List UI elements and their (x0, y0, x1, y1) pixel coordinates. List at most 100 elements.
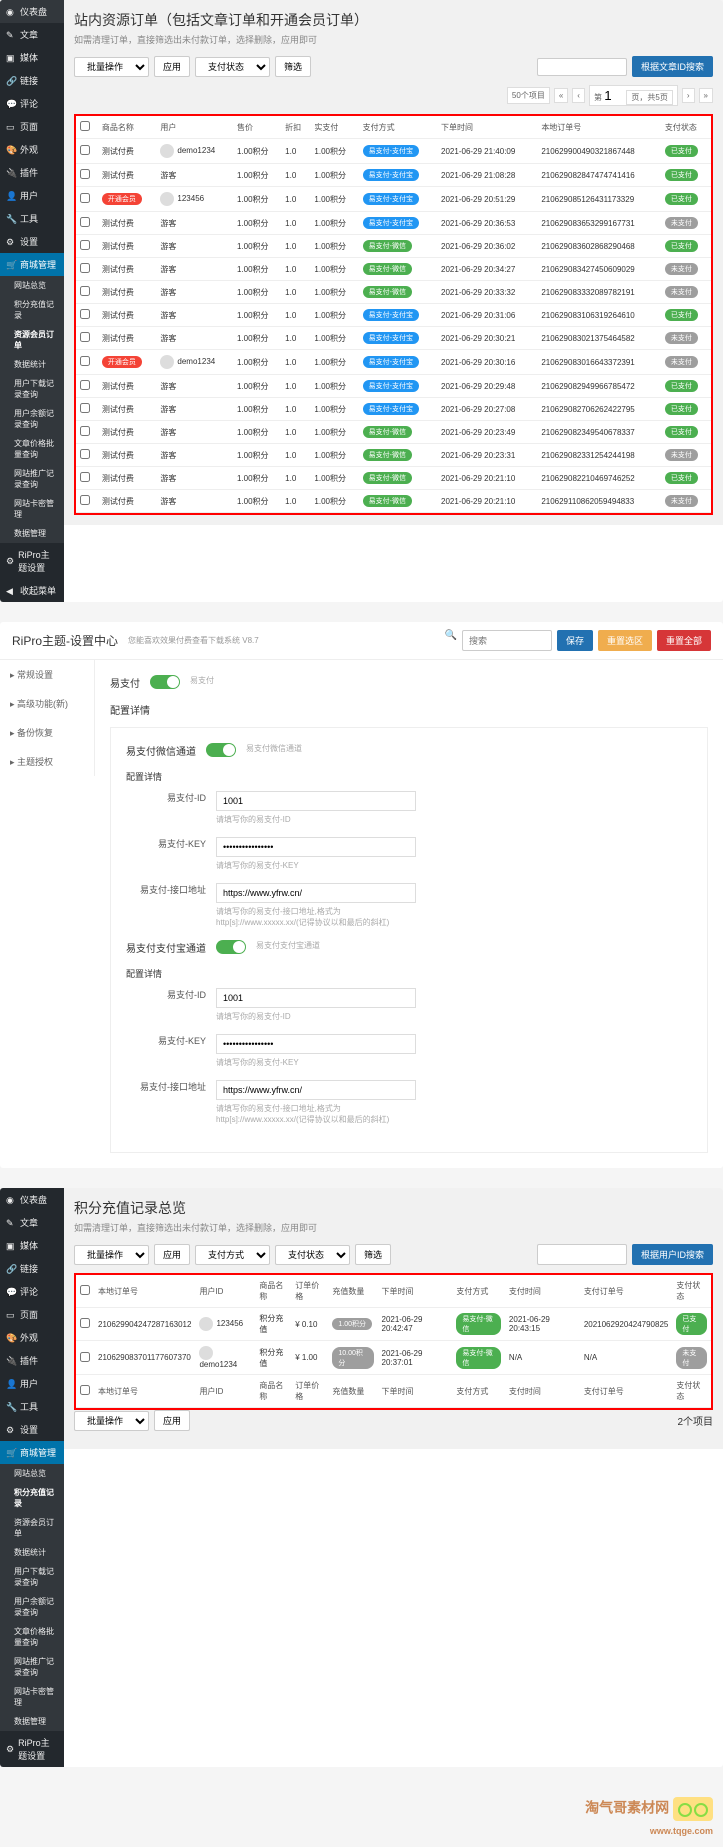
sidebar-sub-item[interactable]: 用户下载记录查询 (0, 374, 64, 404)
sidebar-item[interactable]: 🔗链接 (0, 1257, 64, 1280)
ripro-settings[interactable]: ⚙RiPro主题设置 (0, 543, 64, 579)
shop-menu-3[interactable]: 🛒商城管理 (0, 1441, 64, 1464)
settings-tab[interactable]: ▸ 备份恢复 (0, 718, 94, 747)
row-checkbox[interactable] (80, 449, 90, 459)
row-checkbox[interactable] (80, 169, 90, 179)
paymethod-select[interactable]: 支付方式 (195, 1245, 270, 1265)
row-checkbox[interactable] (80, 1318, 90, 1328)
row-checkbox[interactable] (80, 380, 90, 390)
search-button[interactable]: 根据文章ID搜索 (632, 56, 713, 77)
sidebar-sub-item[interactable]: 网站推广记录查询 (0, 464, 64, 494)
paystatus-select-3[interactable]: 支付状态 (275, 1245, 350, 1265)
sidebar-sub-item[interactable]: 积分充值记录 (0, 295, 64, 325)
sidebar-sub-item[interactable]: 资源会员订单 (0, 325, 64, 355)
sidebar-item[interactable]: 🔌插件 (0, 1349, 64, 1372)
paystatus-select[interactable]: 支付状态 (195, 57, 270, 77)
sidebar-item[interactable]: 👤用户 (0, 1372, 64, 1395)
reset-button[interactable]: 重置选区 (598, 630, 652, 651)
sidebar-item[interactable]: ▣媒体 (0, 1234, 64, 1257)
collapse-menu[interactable]: ◀收起菜单 (0, 579, 64, 602)
batch-select-bottom[interactable]: 批量操作 (74, 1411, 149, 1431)
row-checkbox[interactable] (80, 426, 90, 436)
row-checkbox[interactable] (80, 1352, 90, 1362)
row-checkbox[interactable] (80, 356, 90, 366)
sidebar-item[interactable]: 💬评论 (0, 92, 64, 115)
sidebar-item[interactable]: ◉仪表盘 (0, 1188, 64, 1211)
sidebar-item[interactable]: 🔧工具 (0, 207, 64, 230)
batch-select-3[interactable]: 批量操作 (74, 1245, 149, 1265)
sidebar-item[interactable]: ✎文章 (0, 23, 64, 46)
sidebar-sub-item[interactable]: 用户余额记录查询 (0, 1592, 64, 1622)
select-all[interactable] (80, 1285, 90, 1295)
sidebar-item[interactable]: ▭页面 (0, 1303, 64, 1326)
sidebar-item[interactable]: ◉仪表盘 (0, 0, 64, 23)
sidebar-item[interactable]: ⚙设置 (0, 1418, 64, 1441)
ali-key-input[interactable] (216, 1034, 416, 1054)
sidebar-sub-item[interactable]: 网站总览 (0, 276, 64, 295)
apply-button[interactable]: 应用 (154, 56, 190, 77)
search-input-3[interactable] (537, 1244, 627, 1265)
page-last[interactable]: » (699, 88, 713, 103)
row-checkbox[interactable] (80, 286, 90, 296)
row-checkbox[interactable] (80, 193, 90, 203)
sidebar-sub-item[interactable]: 网站推广记录查询 (0, 1652, 64, 1682)
wx-url-input[interactable] (216, 883, 416, 903)
page-prev[interactable]: ‹ (572, 88, 585, 103)
sidebar-sub-item[interactable]: 数据管理 (0, 1712, 64, 1731)
sidebar-sub-item[interactable]: 资源会员订单 (0, 1513, 64, 1543)
sidebar-sub-item[interactable]: 积分充值记录 (0, 1483, 64, 1513)
row-checkbox[interactable] (80, 217, 90, 227)
sidebar-item[interactable]: ⚙设置 (0, 230, 64, 253)
sidebar-item[interactable]: 🔗链接 (0, 69, 64, 92)
page-next[interactable]: › (682, 88, 695, 103)
sidebar-sub-item[interactable]: 网站卡密管理 (0, 1682, 64, 1712)
sidebar-sub-item[interactable]: 网站总览 (0, 1464, 64, 1483)
wx-toggle[interactable] (206, 743, 236, 757)
save-button[interactable]: 保存 (557, 630, 593, 651)
row-checkbox[interactable] (80, 403, 90, 413)
ali-url-input[interactable] (216, 1080, 416, 1100)
row-checkbox[interactable] (80, 263, 90, 273)
row-checkbox[interactable] (80, 332, 90, 342)
search-button-3[interactable]: 根据用户ID搜索 (632, 1244, 713, 1265)
filter-button[interactable]: 筛选 (275, 56, 311, 77)
sidebar-item[interactable]: 🔧工具 (0, 1395, 64, 1418)
sidebar-sub-item[interactable]: 用户下载记录查询 (0, 1562, 64, 1592)
select-all[interactable] (80, 121, 90, 131)
row-checkbox[interactable] (80, 472, 90, 482)
ali-id-input[interactable] (216, 988, 416, 1008)
search-input[interactable] (537, 58, 627, 76)
sidebar-sub-item[interactable]: 网站卡密管理 (0, 494, 64, 524)
sidebar-sub-item[interactable]: 数据统计 (0, 1543, 64, 1562)
sidebar-item[interactable]: 🔌插件 (0, 161, 64, 184)
ali-toggle[interactable] (216, 940, 246, 954)
sidebar-item[interactable]: 💬评论 (0, 1280, 64, 1303)
sidebar-item[interactable]: ▭页面 (0, 115, 64, 138)
sidebar-item[interactable]: 🎨外观 (0, 1326, 64, 1349)
row-checkbox[interactable] (80, 309, 90, 319)
page-first[interactable]: « (554, 88, 568, 103)
sidebar-item[interactable]: ▣媒体 (0, 46, 64, 69)
sidebar-item[interactable]: 👤用户 (0, 184, 64, 207)
sidebar-item[interactable]: 🎨外观 (0, 138, 64, 161)
filter-button-3[interactable]: 筛选 (355, 1244, 391, 1265)
apply-button-3[interactable]: 应用 (154, 1244, 190, 1265)
settings-tab[interactable]: ▸ 常规设置 (0, 660, 94, 689)
select-all[interactable] (80, 1385, 90, 1395)
row-checkbox[interactable] (80, 240, 90, 250)
wx-id-input[interactable] (216, 791, 416, 811)
sidebar-item[interactable]: ✎文章 (0, 1211, 64, 1234)
page-input[interactable] (604, 88, 624, 103)
settings-tab[interactable]: ▸ 高级功能(新) (0, 689, 94, 718)
apply-button-bottom[interactable]: 应用 (154, 1410, 190, 1431)
settings-search[interactable] (462, 630, 552, 651)
row-checkbox[interactable] (80, 145, 90, 155)
resetall-button[interactable]: 重置全部 (657, 630, 711, 651)
row-checkbox[interactable] (80, 495, 90, 505)
sidebar-sub-item[interactable]: 用户余额记录查询 (0, 404, 64, 434)
settings-tab[interactable]: ▸ 主题授权 (0, 747, 94, 776)
batch-select[interactable]: 批量操作 (74, 57, 149, 77)
sidebar-sub-item[interactable]: 数据统计 (0, 355, 64, 374)
epay-toggle[interactable] (150, 675, 180, 689)
sidebar-sub-item[interactable]: 数据管理 (0, 524, 64, 543)
